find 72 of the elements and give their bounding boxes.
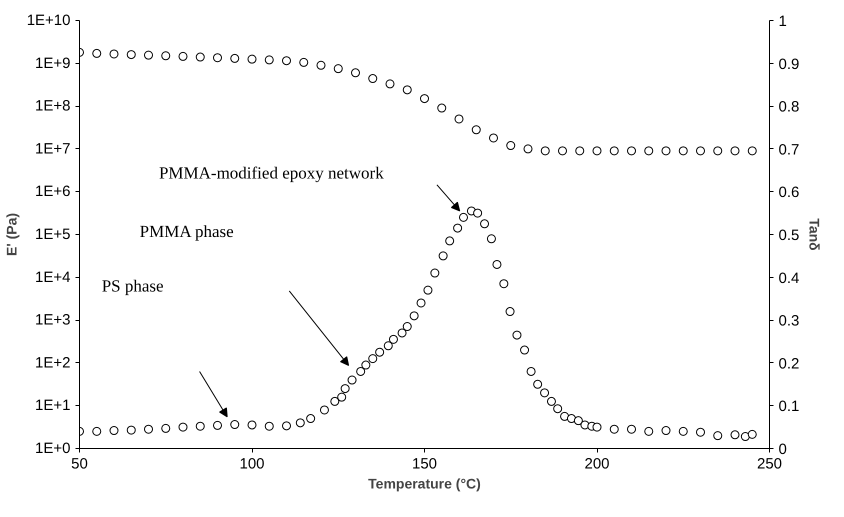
point [540,146,550,156]
point [110,50,118,58]
point [316,60,326,70]
point [126,50,136,60]
y2-tick-label: 0.7 [778,141,800,158]
x-tick-label: 50 [71,456,88,472]
point [351,68,360,78]
annotation: PS phase [102,276,164,296]
point [92,48,102,58]
point [230,54,240,63]
point [627,146,636,156]
point [678,146,688,156]
y-tick-label: 1E+0 [35,440,71,457]
point [144,50,153,60]
y2-tick-label: 0.8 [778,98,800,116]
point [178,52,188,61]
y-tick-label: 1E+6 [35,183,71,200]
point [592,146,602,156]
x-tick-label: 100 [239,456,265,472]
point [524,144,532,154]
point [368,74,378,84]
y-tick-label: 1E+1 [35,397,71,414]
y-tick-label: 1E+10 [26,12,71,29]
y2-tick-label: 0.4 [778,270,800,287]
y2-tick-label: 0.9 [778,56,800,73]
point [696,146,705,156]
point [610,146,619,156]
x-tick-label: 250 [756,456,782,472]
y-tick-label: 1E+8 [35,98,71,115]
point [489,133,498,142]
x-axis-title: Temperature (°C) [368,476,481,492]
point [264,55,274,64]
point [420,94,429,104]
point [558,146,567,156]
point [161,51,170,60]
annotation: PMMA phase [140,222,234,241]
x-tick-label: 200 [584,456,610,472]
point [748,146,757,156]
point [213,53,222,62]
y-axis-title: E' (Pa) [4,212,20,256]
point [713,146,722,156]
y2-tick-label: 0.3 [778,312,800,330]
point [644,146,654,156]
point [299,58,308,67]
y2-tick-label: 0.5 [778,227,800,244]
y-tick-label: 1E+4 [35,268,71,286]
point [437,104,446,113]
y2-tick-label: 0.1 [778,398,800,416]
y2-tick-label: 0 [778,441,787,458]
point [334,64,343,74]
point [248,54,256,64]
point [730,146,740,156]
y-tick-label: 1E+5 [35,226,71,243]
y2-tick-label: 1 [778,13,787,30]
point [575,146,584,156]
y2-tick-label: 0.6 [778,184,800,202]
point [386,79,394,88]
y2-axis-title: Tanδ [806,218,822,251]
point [282,56,291,66]
point [196,52,205,62]
point [402,85,412,94]
x-tick-label: 150 [412,456,438,472]
point [472,125,481,134]
y2-tick-label: 0.2 [778,355,800,372]
annotation: PMMA-modified epoxy network [158,164,384,183]
point [506,141,516,150]
y-tick-label: 1E+2 [35,354,71,372]
point [454,114,464,124]
y-tick-label: 1E+9 [35,54,71,72]
y-tick-label: 1E+7 [35,140,71,158]
point [662,146,670,156]
y-tick-label: 1E+3 [35,312,71,329]
